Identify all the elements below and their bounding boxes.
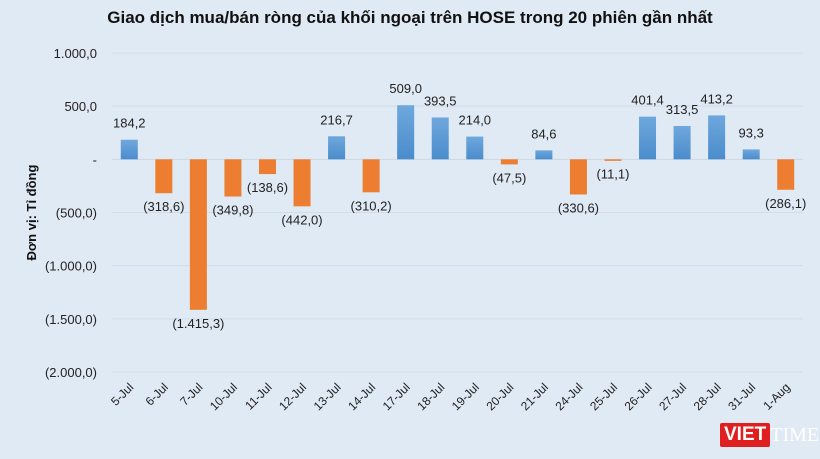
y-axis-label: Đơn vị: Tỉ đồng: [24, 165, 39, 261]
y-tick-label: -: [93, 152, 97, 167]
chart-title: Giao dịch mua/bán ròng của khối ngoại tr…: [107, 8, 713, 27]
x-tick-label: 20-Jul: [483, 380, 516, 413]
y-tick-label: 1.000,0: [54, 46, 97, 61]
x-tick-label: 13-Jul: [311, 380, 344, 413]
data-label: (330,6): [558, 200, 599, 215]
data-label: 413,2: [700, 91, 733, 106]
x-tick-label: 7-Jul: [177, 380, 205, 408]
data-label: (1.415,3): [172, 316, 224, 331]
x-tick-label: 28-Jul: [691, 380, 724, 413]
logo-times: TIMES: [770, 423, 820, 446]
bar-21-Jul: [535, 150, 553, 160]
logo-viet: VIET: [720, 423, 771, 447]
data-label: (286,1): [765, 196, 806, 211]
bar-6-Jul: [155, 159, 173, 194]
bar-25-Jul: [604, 159, 622, 161]
x-tick-label: 25-Jul: [587, 380, 620, 413]
bar-17-Jul: [397, 105, 415, 160]
bar-18-Jul: [431, 117, 449, 160]
x-tick-label: 10-Jul: [207, 380, 240, 413]
data-label: (310,2): [351, 198, 392, 213]
data-label: 313,5: [666, 102, 699, 117]
bar-5-Jul: [120, 139, 138, 160]
data-label: (47,5): [492, 170, 526, 185]
bar-28-Jul: [708, 115, 726, 160]
x-tick-label: 21-Jul: [518, 380, 551, 413]
data-label: 509,0: [389, 81, 422, 96]
data-label: (442,0): [281, 212, 322, 227]
bar-31-Jul: [742, 149, 760, 160]
data-label: 93,3: [739, 125, 764, 140]
y-tick-label: (500,0): [56, 206, 97, 221]
data-label: (11,1): [596, 167, 629, 182]
x-tick-label: 31-Jul: [725, 380, 758, 413]
bar-26-Jul: [639, 116, 657, 160]
x-tick-label: 24-Jul: [553, 380, 586, 413]
bar-12-Jul: [293, 159, 311, 207]
x-tick-label: 5-Jul: [108, 380, 136, 408]
data-label: 184,2: [113, 116, 146, 131]
viettimes-logo: VIET TIMES: [720, 422, 820, 448]
data-label: (138,6): [247, 180, 288, 195]
x-tick-label: 18-Jul: [414, 380, 447, 413]
x-tick-label: 14-Jul: [345, 380, 378, 413]
y-tick-label: (1.500,0): [45, 312, 97, 327]
bar-19-Jul: [466, 136, 484, 160]
bar-20-Jul: [500, 159, 518, 165]
data-label: (318,6): [143, 199, 184, 214]
bar-13-Jul: [328, 136, 346, 160]
y-tick-label: 500,0: [64, 99, 97, 114]
x-tick-label: 12-Jul: [276, 380, 309, 413]
x-tick-label: 27-Jul: [656, 380, 689, 413]
data-label: 393,5: [424, 93, 457, 108]
data-label: 84,6: [531, 126, 556, 141]
bar-11-Jul: [258, 159, 276, 175]
x-tick-label: 1-Aug: [760, 380, 793, 413]
bar-7-Jul: [189, 159, 207, 310]
x-tick-label: 11-Jul: [242, 380, 274, 412]
data-label: 401,4: [631, 93, 664, 108]
x-tick-label: 6-Jul: [143, 380, 171, 408]
y-tick-label: (1.000,0): [45, 259, 97, 274]
bar-24-Jul: [569, 159, 587, 195]
bar-10-Jul: [224, 159, 242, 197]
y-tick-label: (2.000,0): [45, 365, 97, 380]
data-label: 216,7: [320, 112, 353, 127]
x-tick-label: 26-Jul: [622, 380, 655, 413]
bar-14-Jul: [362, 159, 380, 193]
x-tick-label: 19-Jul: [449, 380, 482, 413]
data-label: 214,0: [459, 113, 492, 128]
bar-27-Jul: [673, 125, 691, 160]
bar-1-Aug: [777, 159, 795, 190]
data-label: (349,8): [212, 203, 253, 218]
x-tick-label: 17-Jul: [380, 380, 413, 413]
